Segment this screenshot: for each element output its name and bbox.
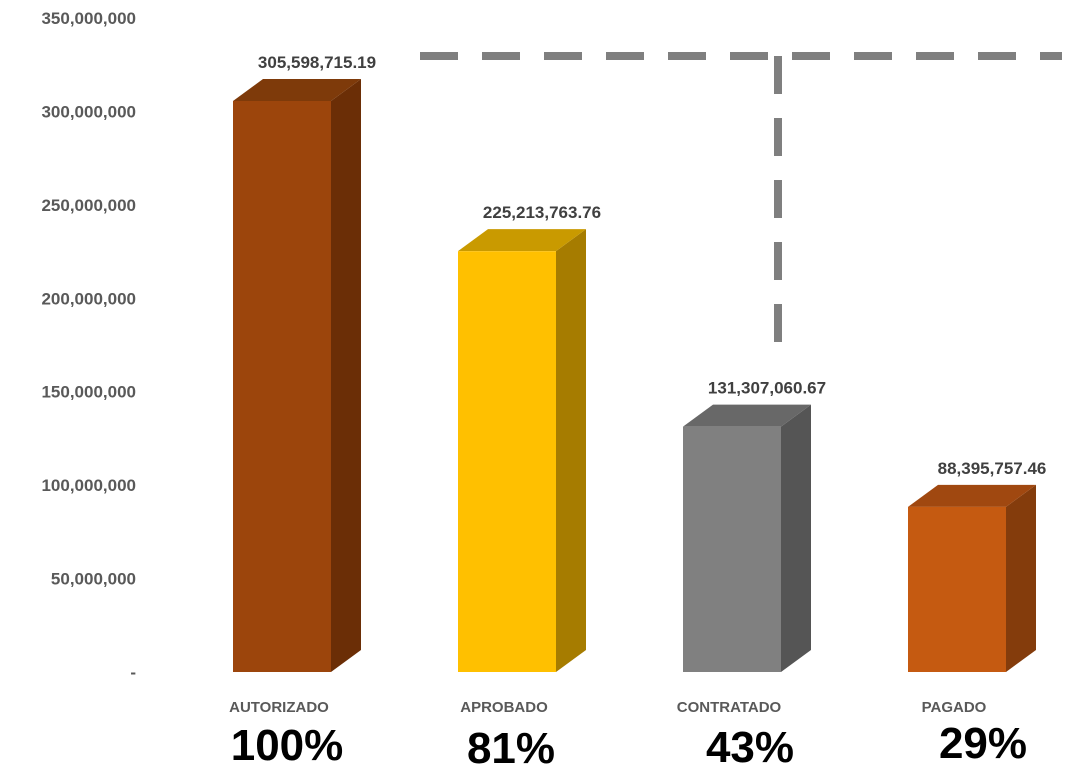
x-tick-label: CONTRATADO — [677, 699, 782, 716]
bar-front — [683, 426, 781, 672]
bar-top — [683, 404, 811, 427]
bar-side — [1006, 484, 1036, 672]
y-tick-label: 100,000,000 — [41, 476, 136, 495]
bar-front — [458, 251, 556, 672]
y-tick-label: 300,000,000 — [41, 102, 136, 121]
x-tick-label: PAGADO — [922, 699, 987, 716]
bar-side — [556, 229, 586, 672]
bar-pagado — [908, 484, 1036, 672]
bar-contratado — [683, 404, 811, 672]
data-label: 225,213,763.76 — [483, 203, 601, 222]
data-label: 131,307,060.67 — [708, 379, 826, 398]
y-tick-label: 350,000,000 — [41, 9, 136, 28]
bar-front — [233, 100, 331, 672]
y-tick-label: 150,000,000 — [41, 383, 136, 402]
y-tick-label: 50,000,000 — [51, 570, 136, 589]
y-tick-label: 250,000,000 — [41, 196, 136, 215]
labels: 305,598,715.19 AUTORIZADO 100% 225,213,763.… — [229, 53, 1046, 769]
bar-top — [233, 78, 361, 101]
dashed-guide-lines — [420, 51, 1062, 365]
percent-label: 100% — [231, 721, 344, 769]
bar-front — [908, 506, 1006, 672]
percent-label: 81% — [467, 724, 555, 769]
bar-top — [908, 484, 1036, 507]
bar-top — [458, 229, 586, 252]
percent-label: 43% — [706, 723, 794, 769]
bar-side — [781, 404, 811, 672]
y-tick-label: 200,000,000 — [41, 289, 136, 308]
data-label: 305,598,715.19 — [258, 53, 376, 72]
bar-aprobado — [458, 229, 586, 672]
x-tick-label: AUTORIZADO — [229, 699, 329, 716]
bar-autorizado — [233, 78, 361, 672]
data-label: 88,395,757.46 — [938, 459, 1047, 478]
bar-side — [331, 78, 361, 672]
x-tick-label: APROBADO — [460, 699, 548, 716]
percent-label: 29% — [939, 719, 1027, 768]
bars — [233, 78, 1036, 672]
y-tick-label: - — [130, 663, 136, 682]
y-axis: - 50,000,000 100,000,000 150,000,000 200,000… — [41, 9, 136, 682]
